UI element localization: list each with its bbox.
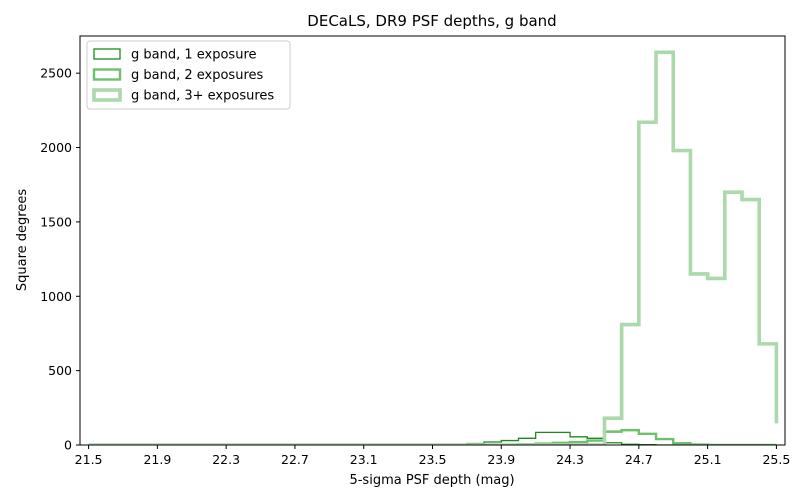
chart-title: DECaLS, DR9 PSF depths, g band bbox=[307, 12, 556, 30]
y-axis-label: Square degrees bbox=[15, 189, 30, 291]
legend-swatch-2 bbox=[92, 68, 122, 81]
x-tick-label: 25.1 bbox=[694, 452, 722, 467]
legend-label-1: g band, 1 exposure bbox=[131, 48, 257, 63]
y-tick-label: 1000 bbox=[40, 289, 72, 304]
legend: g band, 1 exposure g band, 2 exposures g b… bbox=[86, 40, 291, 110]
y-tick-label: 2000 bbox=[40, 140, 72, 155]
x-tick-label: 23.9 bbox=[487, 452, 515, 467]
legend-label-2: g band, 2 exposures bbox=[131, 68, 263, 83]
legend-swatch-3 bbox=[92, 88, 122, 102]
y-tick-label: 500 bbox=[48, 363, 72, 378]
x-axis: 21.5 21.9 22.3 22.7 23.1 23.5 23.9 24.3 24.7 25.1… bbox=[75, 445, 790, 467]
x-tick-label: 24.7 bbox=[625, 452, 653, 467]
series-3-step-line bbox=[88, 50, 779, 445]
x-tick-label: 21.5 bbox=[75, 452, 103, 467]
x-axis-label: 5-sigma PSF depth (mag) bbox=[349, 473, 514, 488]
x-tick-label: 24.3 bbox=[556, 452, 584, 467]
x-tick-label: 22.3 bbox=[212, 452, 240, 467]
legend-label-3: g band, 3+ exposures bbox=[131, 89, 274, 104]
x-tick-label: 25.5 bbox=[762, 452, 790, 467]
series-2-step-line bbox=[88, 428, 777, 445]
x-tick-label: 23.5 bbox=[419, 452, 447, 467]
legend-swatch-1 bbox=[93, 48, 121, 60]
y-tick-label: 1500 bbox=[40, 214, 72, 229]
legend-box bbox=[86, 40, 291, 110]
y-tick-label: 2500 bbox=[40, 66, 72, 81]
x-tick-label: 22.7 bbox=[281, 452, 309, 467]
y-tick-label: 0 bbox=[64, 438, 72, 453]
y-axis: 0 500 1000 1500 2000 2500 bbox=[40, 66, 80, 453]
series-layer bbox=[88, 50, 779, 445]
x-tick-label: 21.9 bbox=[143, 452, 171, 467]
x-tick-label: 23.1 bbox=[350, 452, 378, 467]
